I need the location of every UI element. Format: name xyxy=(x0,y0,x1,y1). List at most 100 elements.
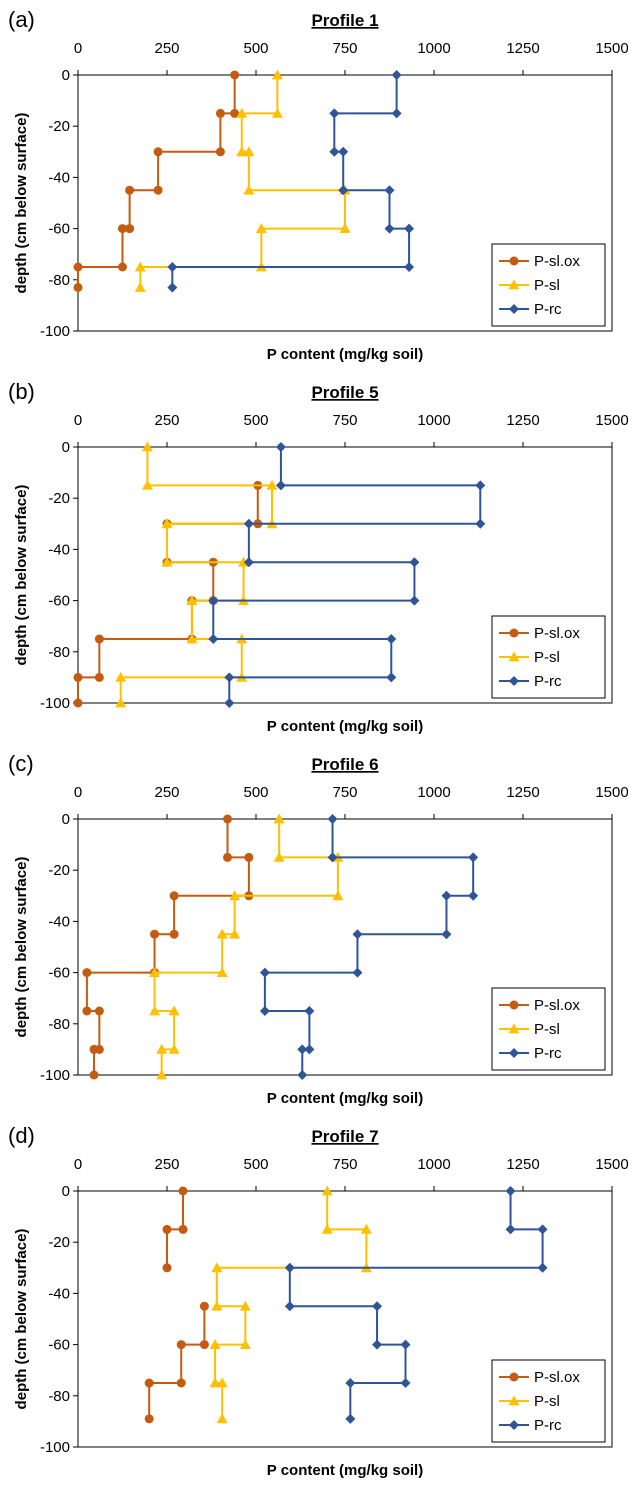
data-point xyxy=(178,1186,188,1196)
data-point xyxy=(537,1224,548,1235)
data-point xyxy=(236,107,248,118)
data-point xyxy=(244,852,254,862)
y-axis-label: depth (cm below surface) xyxy=(13,1229,30,1410)
data-point xyxy=(404,223,415,234)
series-line xyxy=(119,447,274,703)
legend-label: P-rc xyxy=(534,1417,562,1434)
data-point xyxy=(271,69,283,80)
y-tick-label: -80 xyxy=(48,1388,70,1405)
data-point xyxy=(338,185,349,196)
data-point xyxy=(352,967,363,978)
legend-swatch-marker xyxy=(509,256,519,266)
data-point xyxy=(216,1413,228,1424)
data-point xyxy=(505,1186,516,1196)
data-point xyxy=(259,967,270,978)
data-point xyxy=(161,518,173,529)
y-tick-label: -20 xyxy=(48,118,70,135)
y-tick-label: -100 xyxy=(40,323,70,340)
x-tick-label: 750 xyxy=(332,412,357,429)
x-tick-label: 0 xyxy=(74,784,82,801)
data-point xyxy=(115,671,127,682)
series-P-rc xyxy=(284,1186,548,1424)
legend-label: P-sl xyxy=(534,1393,560,1410)
data-point xyxy=(162,1224,172,1234)
data-point xyxy=(475,518,486,529)
series-P-sl xyxy=(209,1185,372,1424)
chart-title: Profile 7 xyxy=(311,1127,378,1146)
x-tick-label: 250 xyxy=(154,1156,179,1173)
data-point xyxy=(73,282,83,292)
legend: P-sl.ox P-sl P-rc xyxy=(491,615,606,699)
data-point xyxy=(243,184,255,195)
y-tick-label: -40 xyxy=(48,169,70,186)
data-point xyxy=(441,890,452,901)
data-point xyxy=(243,518,254,529)
data-point xyxy=(144,1378,154,1388)
data-point xyxy=(271,107,283,118)
x-tick-label: 500 xyxy=(243,784,268,801)
y-tick-label: -60 xyxy=(48,221,70,238)
y-axis-label: depth (cm below surface) xyxy=(13,113,30,294)
data-point xyxy=(230,70,240,80)
panel-label: (d) xyxy=(8,1123,35,1148)
data-point xyxy=(216,1377,228,1388)
x-axis-label: P content (mg/kg soil) xyxy=(267,718,423,735)
data-point xyxy=(125,185,135,195)
legend-swatch-marker xyxy=(509,628,519,638)
x-axis-label: P content (mg/kg soil) xyxy=(267,1090,423,1107)
series-P-rc xyxy=(259,814,479,1080)
y-tick-label: 0 xyxy=(62,67,70,84)
data-point xyxy=(150,929,160,939)
x-tick-label: 500 xyxy=(243,40,268,57)
data-point xyxy=(156,1043,168,1054)
legend-label: P-sl xyxy=(534,1021,560,1038)
y-tick-label: -80 xyxy=(48,272,70,289)
legend-label: P-sl.ox xyxy=(534,1369,580,1386)
series-line xyxy=(212,447,482,703)
series-P-sl.ox xyxy=(73,480,263,708)
y-tick-label: -80 xyxy=(48,644,70,661)
x-tick-label: 0 xyxy=(74,40,82,57)
data-point xyxy=(239,1339,251,1349)
data-point xyxy=(82,1006,92,1016)
data-point xyxy=(266,479,278,490)
x-tick-label: 1000 xyxy=(417,784,450,801)
data-point xyxy=(168,1043,180,1054)
data-point xyxy=(115,697,127,708)
x-tick-label: 750 xyxy=(332,1156,357,1173)
data-point xyxy=(94,634,104,644)
data-point xyxy=(176,1340,186,1350)
y-tick-label: -60 xyxy=(48,593,70,610)
data-point xyxy=(236,146,248,157)
series-line xyxy=(77,485,259,703)
series-line xyxy=(77,75,236,288)
y-tick-label: -60 xyxy=(48,1337,70,1354)
x-axis-label: P content (mg/kg soil) xyxy=(267,1462,423,1479)
data-point xyxy=(329,146,340,157)
data-point xyxy=(125,224,135,234)
series-line xyxy=(263,819,475,1075)
data-point xyxy=(216,928,228,939)
data-point xyxy=(284,1301,295,1312)
legend-label: P-rc xyxy=(534,673,562,690)
data-point xyxy=(230,108,240,118)
data-point xyxy=(169,929,179,939)
series-line xyxy=(85,819,250,1075)
data-point xyxy=(141,441,153,452)
legend: P-sl.ox P-sl P-rc xyxy=(491,987,606,1071)
chart-title: Profile 1 xyxy=(311,11,378,30)
data-point xyxy=(89,1070,99,1080)
data-point xyxy=(304,1006,315,1016)
data-point xyxy=(338,146,349,157)
series-line xyxy=(171,75,411,288)
data-point xyxy=(409,557,420,568)
x-tick-label: 0 xyxy=(74,1156,82,1173)
data-point xyxy=(156,1069,168,1080)
data-point xyxy=(327,852,338,863)
y-tick-label: -20 xyxy=(48,1234,70,1251)
y-tick-label: 0 xyxy=(62,1183,70,1200)
data-point xyxy=(468,852,479,863)
y-tick-label: -100 xyxy=(40,1439,70,1456)
y-tick-label: -80 xyxy=(48,1016,70,1033)
